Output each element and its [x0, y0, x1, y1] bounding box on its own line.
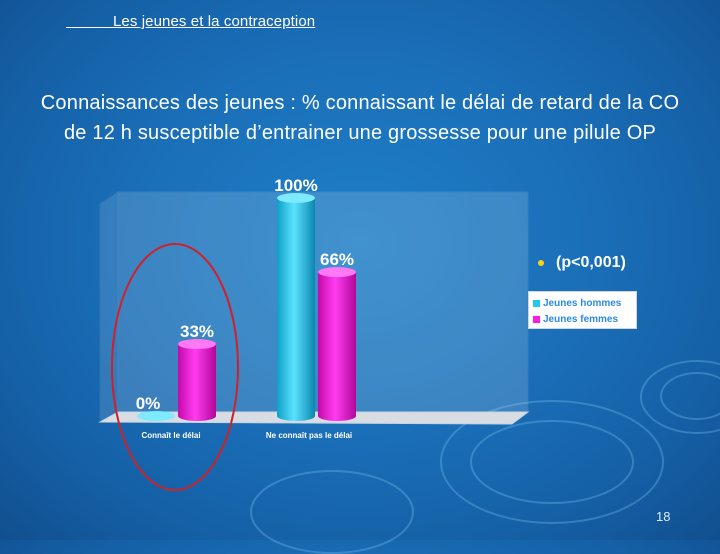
data-label-0-0: 0%: [136, 394, 161, 413]
slide-title-line2: de 12 h susceptible d’entrainer une gros…: [63, 122, 657, 144]
data-label-0-1: 100%: [274, 176, 317, 195]
bar-1-0: [178, 344, 216, 421]
highlight-ellipse: [111, 243, 239, 491]
bar-cap-1-0: [178, 339, 216, 350]
slide-title: Connaissances des jeunes : % connaissant…: [10, 88, 710, 148]
data-label-1-1: 66%: [320, 250, 354, 269]
bar-1-1: [318, 272, 356, 421]
significance-annotation: (p<0,001): [538, 254, 626, 272]
header-title: Les jeunes et la contraception: [66, 13, 316, 30]
x-tick-label-1: Connaît le délai: [141, 431, 200, 440]
legend-item-femmes: Jeunes femmes: [533, 311, 632, 327]
bar-0-1: [277, 198, 315, 421]
chart-legend: Jeunes hommes Jeunes femmes: [528, 291, 637, 329]
legend-swatch-femmes: [533, 315, 540, 323]
bar-cap-0-0: [137, 411, 175, 421]
legend-label-femmes: Jeunes femmes: [543, 313, 619, 325]
bar-cap-0-1: [277, 193, 315, 203]
legend-item-hommes: Jeunes hommes: [533, 295, 632, 311]
slide-title-line1: Connaissances des jeunes : % connaissant…: [40, 92, 680, 114]
bar-cap-1-1: [318, 267, 356, 278]
significance-text: (p<0,001): [556, 254, 626, 271]
bullet-icon: [538, 260, 544, 266]
page-number: 18: [656, 509, 671, 524]
x-tick-label-2: Ne connaît pas le délai: [266, 431, 352, 440]
legend-label-hommes: Jeunes hommes: [543, 297, 622, 309]
legend-swatch-hommes: [533, 299, 540, 307]
bar-chart: 0% 100% 33% 66% Connaît le délai Ne connaît…: [98, 176, 530, 491]
data-label-1-0: 33%: [180, 322, 214, 341]
plot-side-wall: [99, 191, 119, 423]
